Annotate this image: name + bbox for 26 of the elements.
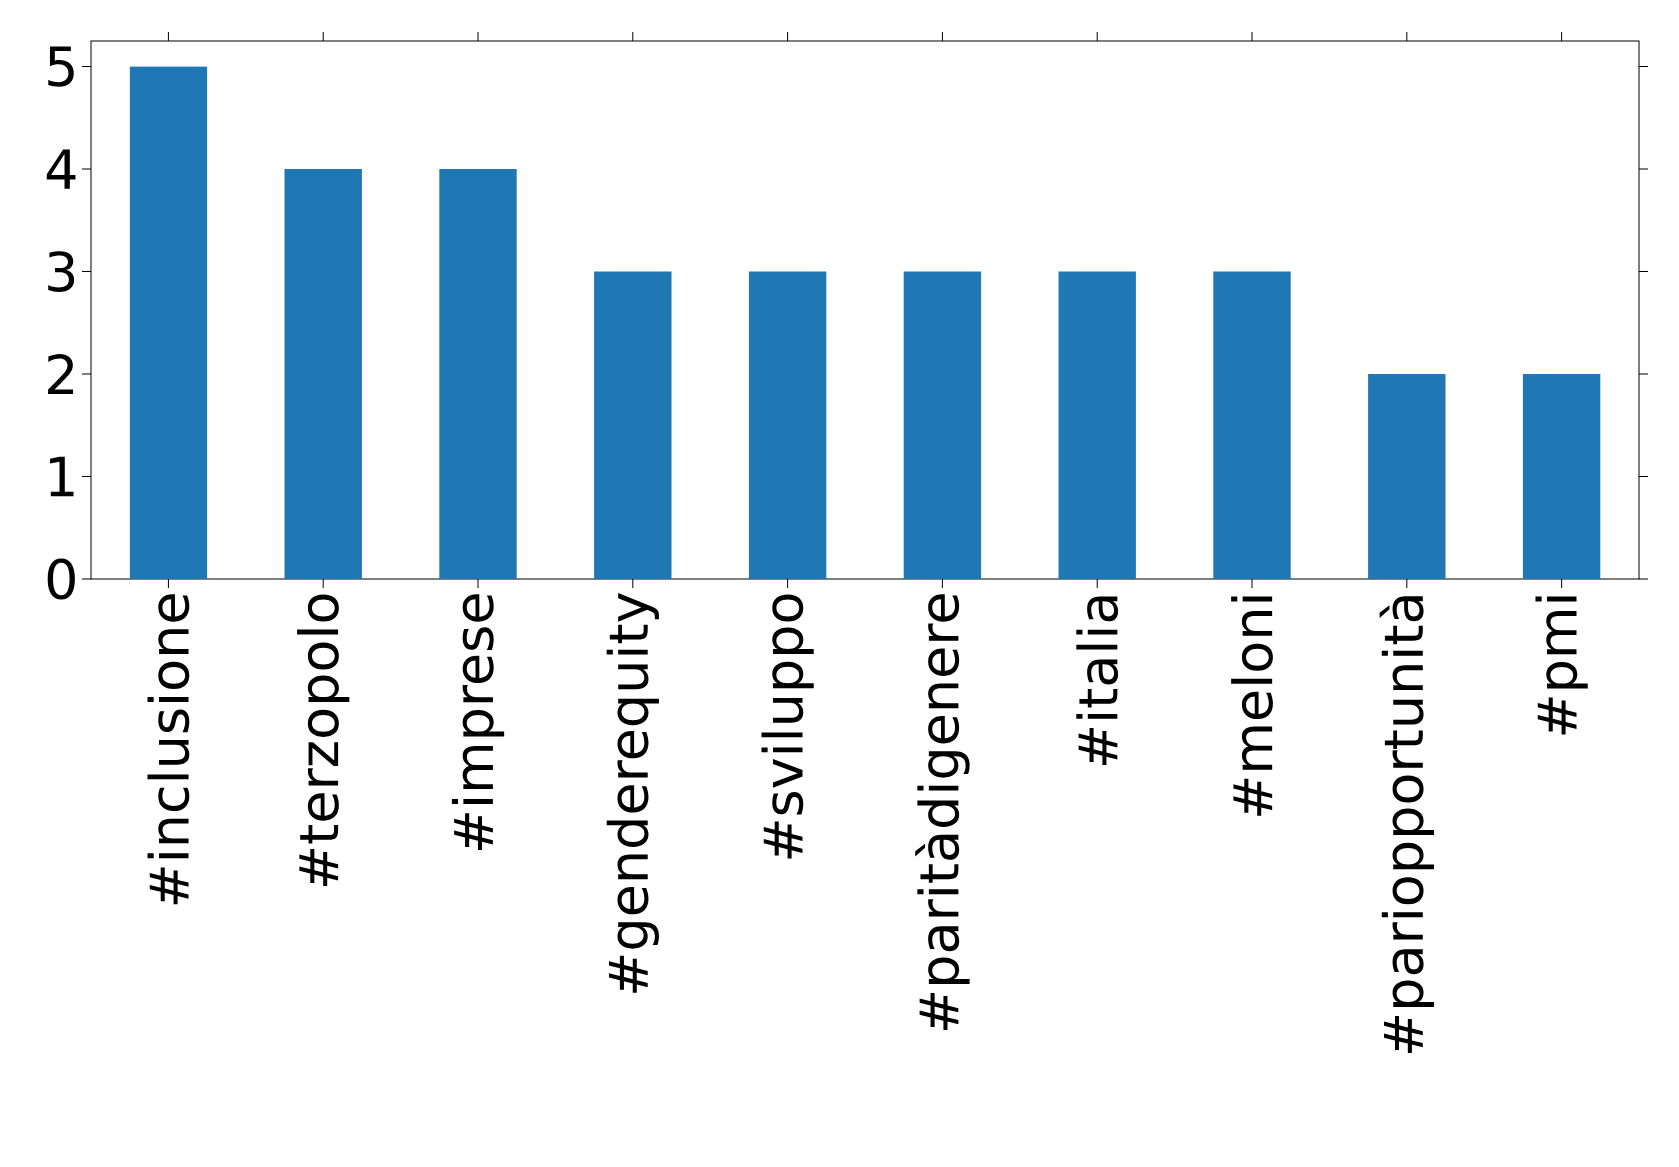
y-tick-label: 5 (48, 46, 74, 87)
bar (903, 271, 982, 579)
bar (1368, 374, 1446, 579)
bar (284, 169, 362, 579)
x-tick-label: #genderequity (606, 593, 659, 993)
bar (748, 271, 827, 579)
x-tick-label: #italia (1076, 596, 1119, 765)
y-tick-label: 1 (50, 456, 74, 497)
x-tick-label: #sviluppo (761, 594, 814, 859)
y-tick-label: 3 (48, 251, 75, 292)
x-tick-label: #imprese (451, 594, 505, 851)
x-tick-label: #inclusione (147, 594, 190, 905)
x-tick-label: #paritàdigenere (915, 594, 970, 1030)
x-tick-label: #pmi (1535, 596, 1588, 735)
x-tick-label: #meloni (1231, 596, 1273, 816)
y-tick-label: 0 (47, 558, 75, 600)
x-tick-label: #pariopportunità (1379, 596, 1435, 1053)
bar (1213, 271, 1291, 579)
bar (439, 169, 517, 579)
bar (1522, 374, 1601, 579)
x-tick-label: #terzopolo (297, 594, 350, 886)
bar (1058, 271, 1136, 579)
y-tick-label: 4 (46, 149, 76, 189)
y-tick-label: 2 (48, 354, 74, 395)
bar (594, 271, 672, 579)
bar (129, 66, 208, 579)
